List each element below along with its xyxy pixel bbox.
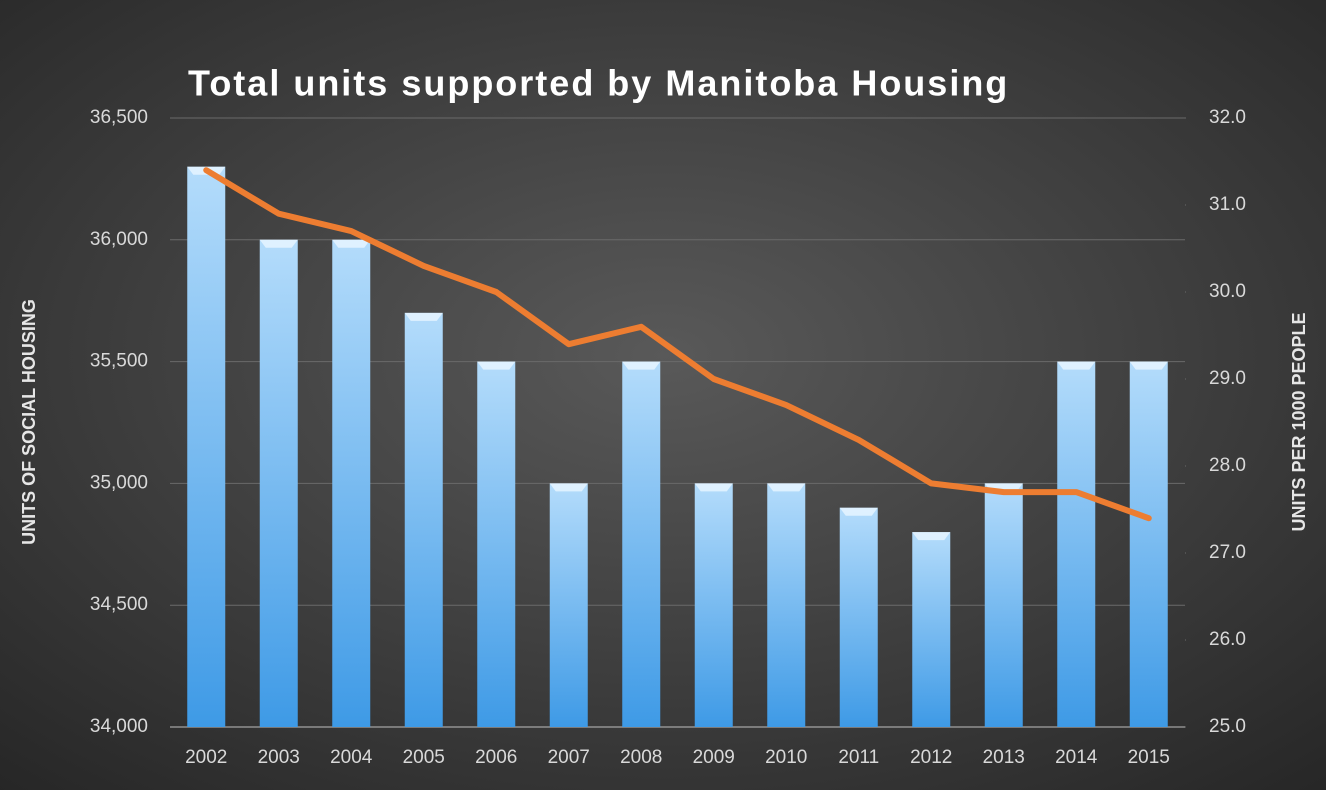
bar-cap [694,483,733,492]
bar-cap [404,312,443,321]
y2-tick-label: 29.0 [1209,368,1246,389]
x-tick-label: 2015 [1128,747,1170,768]
y2-axis-title: UNITS PER 1000 PEOPLE [1289,312,1309,531]
y-tick-label: 34,500 [90,594,148,615]
x-tick-label: 2014 [1055,747,1098,768]
bar [767,483,806,727]
y2-tick-label: 27.0 [1209,542,1246,563]
bar-cap [912,532,951,541]
y2-tick-label: 25.0 [1209,716,1246,737]
bar-cap [839,507,878,516]
y-tick-label: 36,000 [90,229,148,250]
bar-cap [477,361,516,370]
bar-cap [259,239,298,248]
x-tick-label: 2003 [258,747,300,768]
y2-tick-label: 30.0 [1209,281,1246,302]
bar [187,166,226,728]
x-tick-label: 2002 [185,747,227,768]
x-tick-label: 2011 [838,747,879,768]
bar [332,239,371,728]
bar [1129,361,1168,727]
y-tick-label: 34,000 [90,716,148,737]
bar [1057,361,1096,727]
y2-tick-label: 31.0 [1209,194,1246,215]
x-tick-label: 2009 [693,747,735,768]
x-tick-label: 2006 [475,747,517,768]
bar-cap [622,361,661,370]
x-tick-label: 2013 [983,747,1025,768]
y-tick-label: 35,000 [90,472,148,493]
line [203,167,1152,522]
y2-tick-label: 28.0 [1209,455,1246,476]
bar [912,532,951,727]
bar [839,507,878,727]
x-tick-label: 2010 [765,747,807,768]
y-axis-title: UNITS OF SOCIAL HOUSING [19,299,39,545]
bar [549,483,588,727]
x-tick-label: 2012 [910,747,952,768]
bar [984,483,1023,727]
x-tick-label: 2008 [620,747,662,768]
bar [622,361,661,727]
bar [259,239,298,728]
bar [477,361,516,727]
chart-title: Total units supported by Manitoba Housin… [188,63,1009,104]
bar-cap [1057,361,1096,370]
y2-tick-label: 32.0 [1209,107,1246,128]
bar [694,483,733,727]
bar [404,312,443,727]
bar-cap [767,483,806,492]
bar-cap [549,483,588,492]
y2-tick-label: 26.0 [1209,629,1246,650]
bar-cap [1129,361,1168,370]
y-tick-label: 35,500 [90,351,148,372]
x-tick-label: 2004 [330,747,373,768]
bar-cap [332,239,371,248]
x-tick-label: 2005 [403,747,445,768]
x-tick-label: 2007 [548,747,590,768]
y-tick-label: 36,500 [90,107,148,128]
